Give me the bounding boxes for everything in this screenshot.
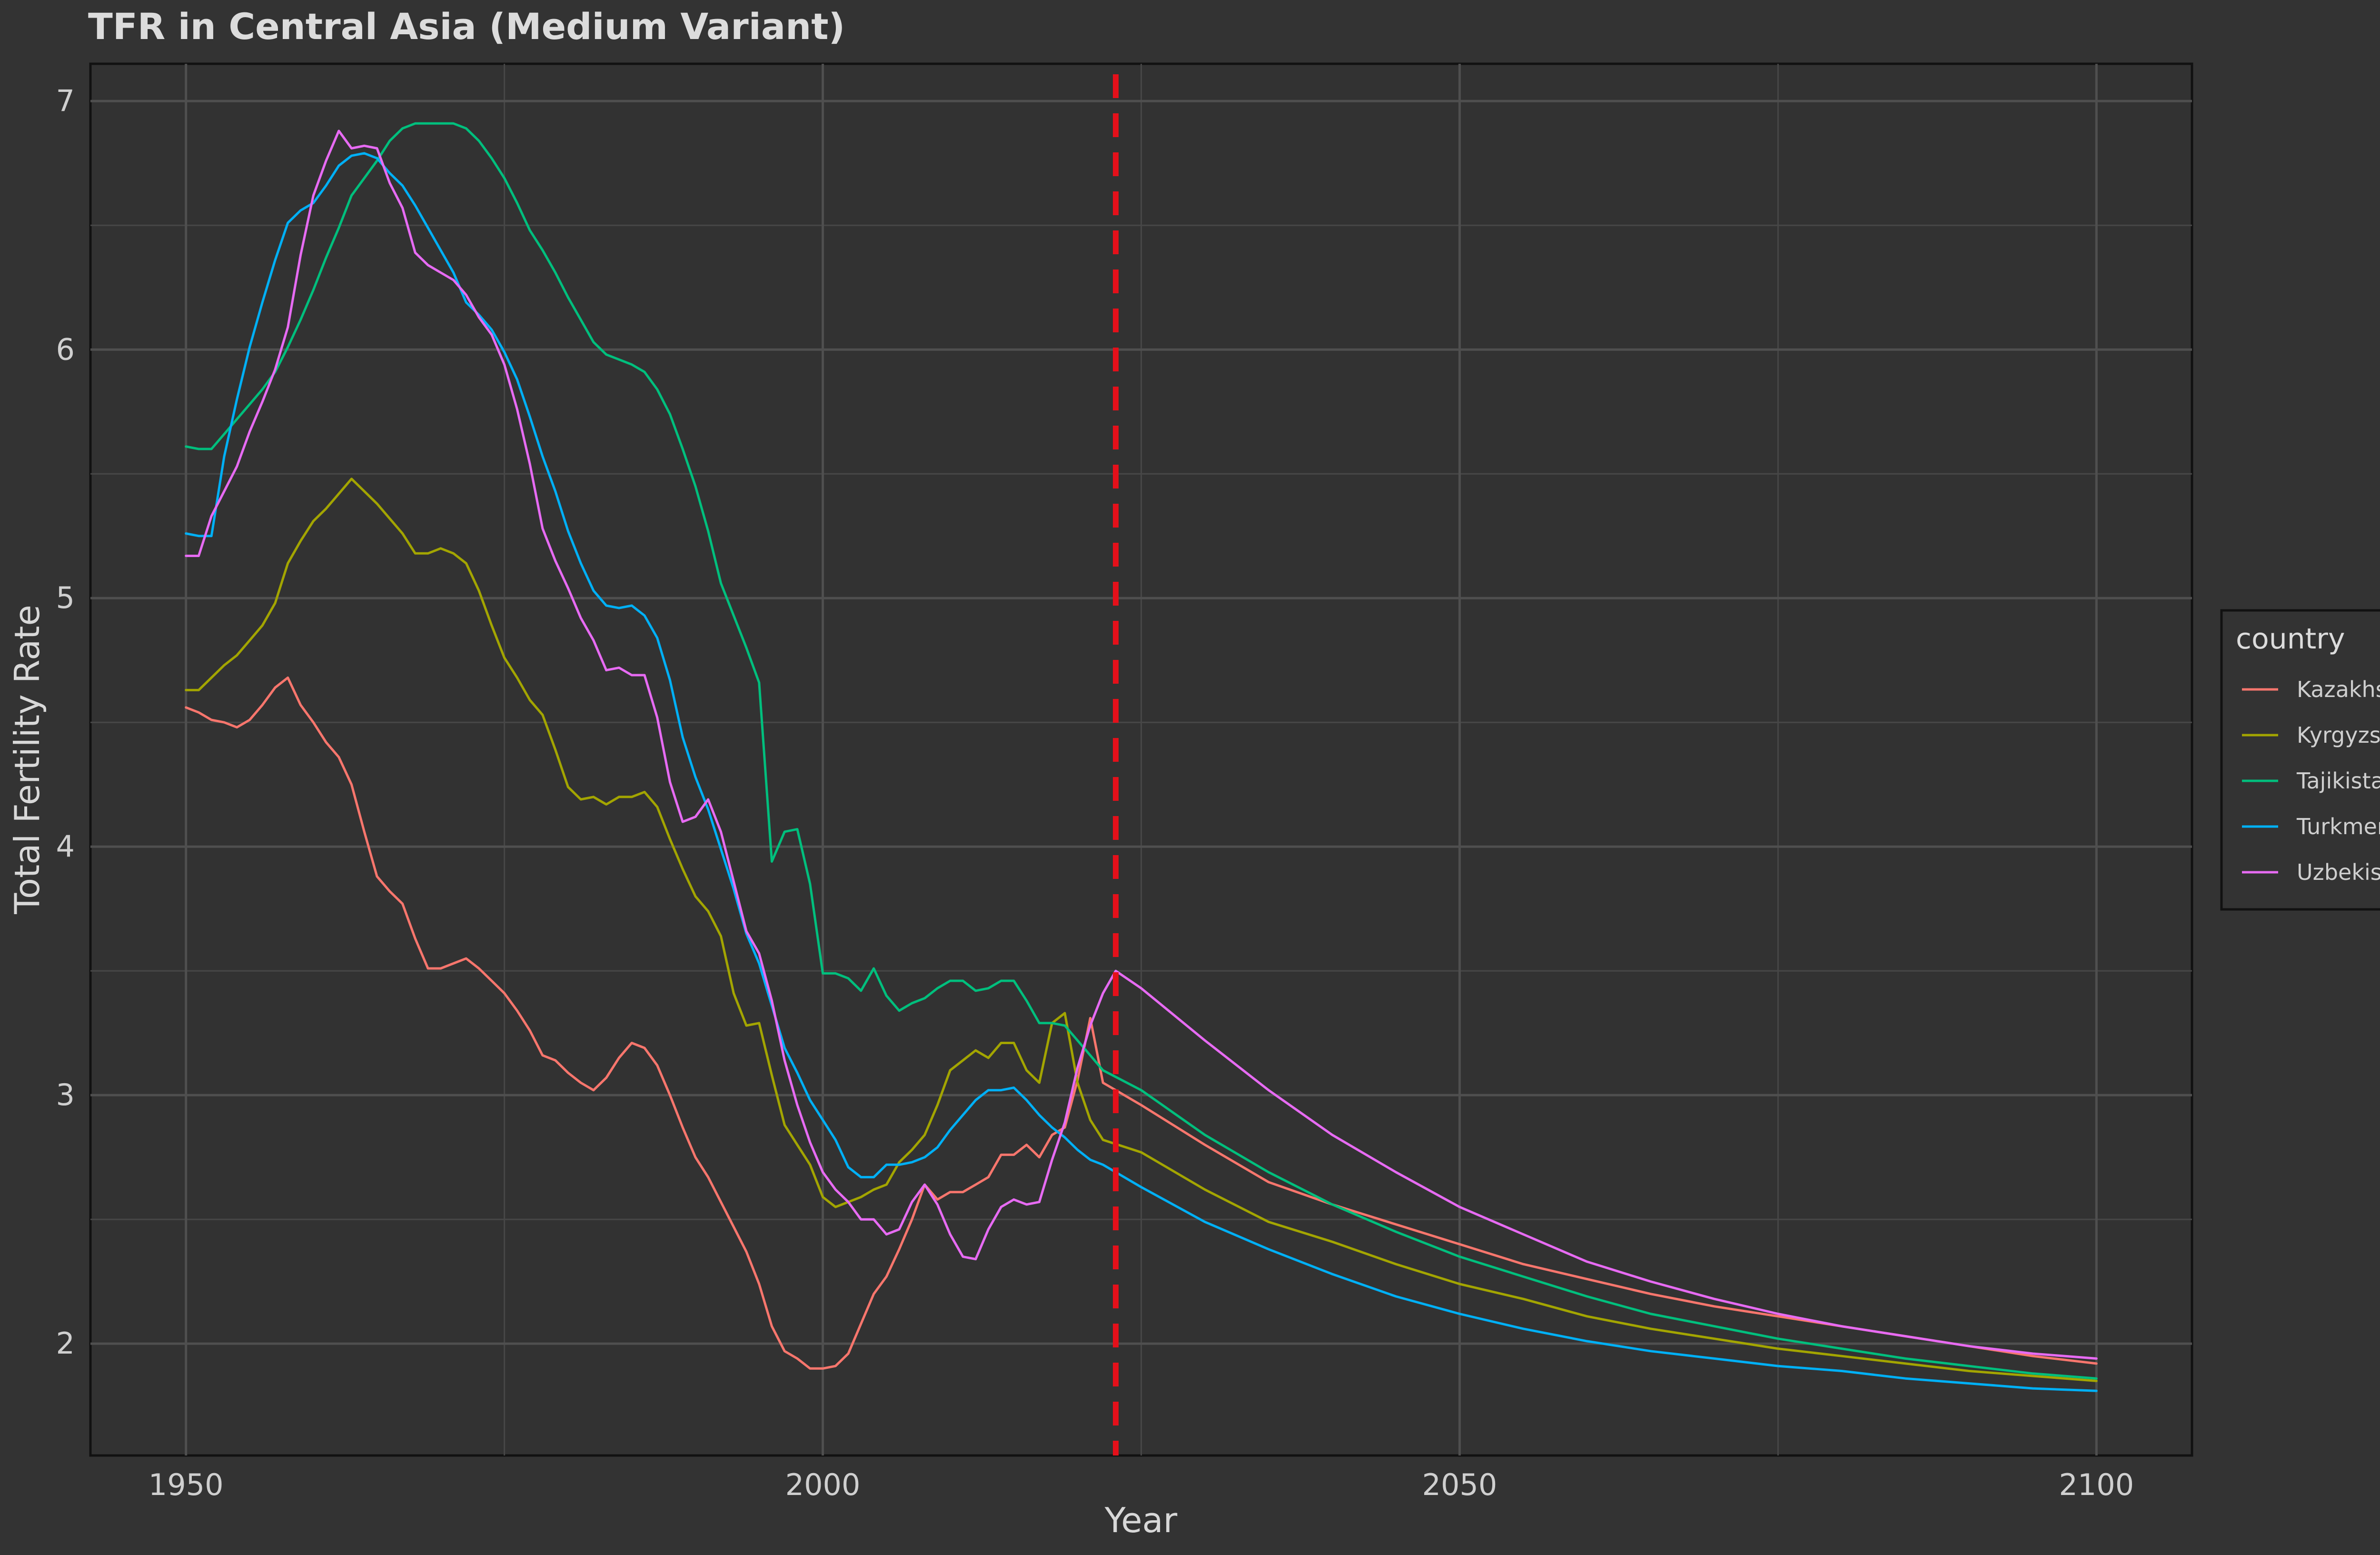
legend-label: Kazakhstan	[2297, 677, 2380, 702]
legend-label: Tajikistan	[2296, 768, 2380, 794]
y-axis-title: Total Fertility Rate	[7, 605, 47, 914]
y-tick-label: 4	[56, 829, 75, 864]
legend-label: Kyrgyzstan	[2297, 722, 2380, 748]
y-tick-label: 5	[56, 580, 75, 615]
legend-box	[2220, 609, 2380, 911]
y-tick-label: 2	[56, 1326, 75, 1361]
y-tick-label: 7	[56, 83, 75, 118]
y-tick-label: 3	[56, 1077, 75, 1112]
x-tick-label: 1950	[149, 1467, 224, 1502]
x-axis-ticks: 1950 2000 2050 2100	[149, 1467, 2134, 1502]
legend-label: Uzbekistan	[2297, 859, 2380, 885]
y-axis-ticks: 2 3 4 5 6 7	[56, 83, 75, 1361]
chart-title: TFR in Central Asia (Medium Variant)	[88, 5, 845, 48]
y-tick-label: 6	[56, 332, 75, 367]
series-line-turkmenistan	[185, 152, 2098, 1392]
series-line-kyrgyzstan	[185, 478, 2098, 1382]
series-line-uzbekistan	[185, 130, 2098, 1360]
series-line-kazakhstan	[185, 676, 2098, 1370]
legend-items: Kazakhstan Kyrgyzstan Tajikistan Turkmenist…	[2242, 677, 2380, 885]
series-line-tajikistan	[185, 122, 2098, 1380]
x-tick-label: 2000	[785, 1467, 861, 1502]
legend-label: Turkmenistan	[2296, 814, 2380, 839]
x-tick-label: 2050	[1422, 1467, 1497, 1502]
x-tick-label: 2100	[2059, 1467, 2134, 1502]
grid	[90, 64, 2192, 1455]
legend: country Kazakhstan Kyrgyzstan Tajikistan Tu…	[2220, 609, 2380, 911]
series-lines	[185, 122, 2098, 1392]
legend-title: country	[2236, 622, 2345, 656]
x-axis-title: Year	[1104, 1500, 1178, 1540]
